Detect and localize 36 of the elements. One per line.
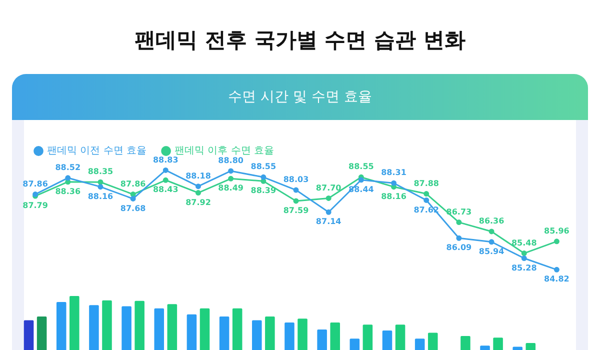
data-label: 88.18 (186, 171, 212, 180)
data-label: 86.36 (478, 216, 505, 226)
data-label: 87.59 (283, 206, 310, 216)
data-label: 86.73 (446, 207, 472, 216)
data-label: 88.55 (250, 162, 276, 172)
legend-label: 팬데믹 이후 수면 효율 (174, 146, 274, 157)
legend-label: 팬데믹 이전 수면 효율 (47, 146, 147, 157)
data-label: 88.35 (88, 167, 114, 176)
data-label: 88.39 (250, 186, 276, 196)
data-label: 88.83 (152, 155, 178, 164)
data-label: 88.16 (381, 192, 407, 201)
data-label: 87.86 (22, 179, 48, 188)
chart-title: 팬데믹 전후 국가별 수면 습관 변화 (134, 27, 466, 54)
data-label: 85.28 (511, 263, 538, 272)
data-label: 88.43 (152, 185, 178, 194)
chart-subtitle: 수면 시간 및 수면 효율 (12, 74, 588, 120)
data-label: 87.79 (22, 201, 48, 210)
data-label: 85.96 (544, 226, 570, 236)
data-label: 88.03 (283, 175, 309, 184)
data-label: 87.70 (316, 183, 342, 192)
data-label: 88.49 (218, 184, 244, 193)
data-label: 85.48 (511, 238, 538, 248)
data-label: 88.52 (55, 162, 81, 172)
data-label: 88.16 (88, 192, 114, 201)
data-label: 87.68 (120, 204, 146, 213)
data-label: 84.82 (544, 274, 570, 284)
data-label: 87.92 (186, 198, 211, 207)
data-label: 88.55 (348, 162, 374, 172)
data-label: 87.86 (120, 179, 146, 188)
data-label: 88.36 (55, 186, 81, 196)
data-label: 88.80 (218, 156, 244, 166)
data-label: 86.09 (446, 243, 472, 252)
data-label: 85.94 (478, 246, 505, 256)
data-label: 88.31 (381, 168, 407, 178)
data-label: 87.14 (316, 217, 342, 226)
data-label: 87.88 (414, 178, 440, 188)
